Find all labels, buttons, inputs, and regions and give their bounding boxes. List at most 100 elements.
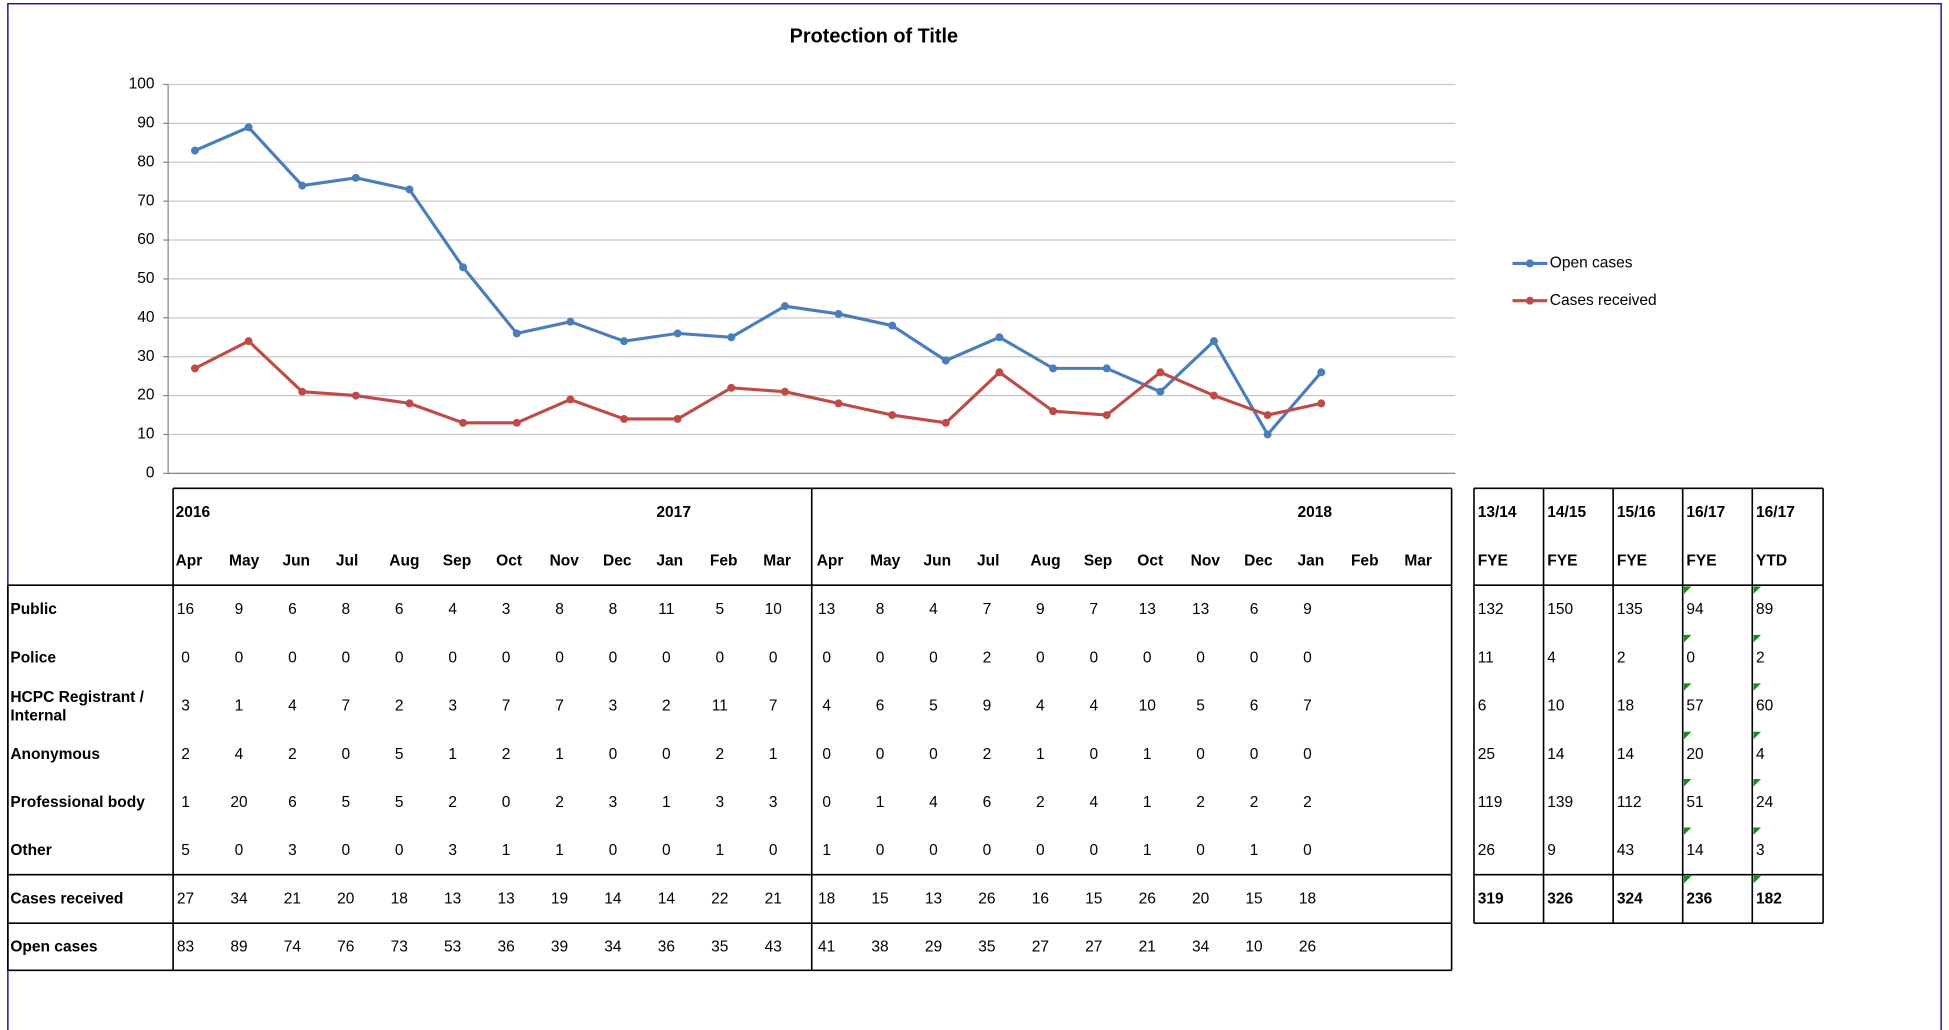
summary-cell: 14 [1686, 842, 1704, 859]
month-label: May [229, 553, 260, 570]
cell: 4 [1089, 698, 1098, 715]
summary-total: 182 [1756, 891, 1782, 908]
comment-flag [1683, 731, 1692, 740]
month-label: Sep [1084, 553, 1112, 570]
series-line [194, 339, 1322, 425]
cell: 39 [551, 939, 568, 956]
series-line [194, 125, 1323, 438]
comment-flag [1753, 731, 1761, 740]
row-label: Public [10, 601, 57, 618]
row-label: Other [10, 842, 51, 859]
cell: 11 [658, 601, 674, 618]
cell: 7 [502, 698, 511, 715]
cell: 5 [715, 601, 724, 618]
cell: 13 [1192, 601, 1209, 618]
y-tick-label: 10 [137, 426, 155, 443]
cell: 0 [876, 649, 885, 666]
point [673, 414, 682, 423]
point [459, 263, 468, 272]
cell: 1 [235, 698, 244, 715]
summary-header: 16/17 [1686, 504, 1725, 521]
point [1317, 399, 1326, 408]
cell: 1 [181, 794, 190, 811]
comment-flag [1683, 779, 1692, 787]
month-label: Dec [1244, 553, 1273, 570]
cell: 27 [1032, 939, 1049, 956]
cell: 2 [715, 746, 724, 763]
point [727, 383, 736, 392]
cell: 3 [769, 794, 778, 811]
summary-cell: 25 [1478, 746, 1495, 763]
point [459, 418, 468, 427]
summary-cell: 9 [1547, 842, 1556, 859]
summary-cell: 89 [1756, 601, 1773, 618]
cell: 6 [395, 601, 404, 618]
cell: 2 [662, 698, 671, 715]
cell: 15 [1245, 891, 1262, 908]
cell: 0 [395, 842, 404, 859]
cell: 20 [337, 891, 355, 908]
cell: 1 [1250, 842, 1259, 859]
cell: 0 [662, 746, 671, 763]
cell: 13 [497, 891, 514, 908]
cell: 34 [1192, 939, 1210, 956]
cell: 8 [341, 601, 350, 618]
summary-cell: 0 [1686, 649, 1695, 666]
point [620, 337, 628, 346]
summary-cell: 2 [1617, 649, 1626, 666]
cell: 1 [555, 746, 564, 763]
summary-header: FYE [1547, 553, 1577, 570]
cell: 0 [1089, 842, 1098, 859]
month-label: Jun [282, 553, 310, 570]
cell: 0 [235, 649, 244, 666]
cell: 0 [395, 649, 404, 666]
cell: 1 [715, 842, 724, 859]
year-label: 2016 [176, 504, 211, 521]
cell: 2 [181, 746, 190, 763]
month-label: Jul [336, 553, 358, 570]
cell: 10 [1245, 939, 1263, 956]
point [512, 329, 521, 338]
cell: 3 [609, 698, 618, 715]
cell: 0 [609, 649, 618, 666]
summary-cell: 3 [1756, 842, 1765, 859]
row-label: Professional body [10, 794, 145, 811]
summary-header: 14/15 [1547, 504, 1586, 521]
cell: 5 [181, 842, 190, 859]
point [1102, 364, 1111, 373]
summary-cell: 26 [1478, 842, 1495, 859]
month-label: Nov [1191, 553, 1221, 570]
cell: 0 [929, 649, 938, 666]
cell: 21 [284, 891, 301, 908]
point [941, 356, 950, 365]
row-label: HCPC Registrant / Internal [10, 689, 144, 725]
y-tick-label: 80 [137, 153, 155, 170]
point [1210, 391, 1218, 400]
point [405, 399, 414, 408]
month-label: May [870, 553, 901, 570]
cell: 2 [983, 746, 992, 763]
cell: 0 [983, 842, 992, 859]
cell: 18 [818, 891, 835, 908]
cell: 34 [230, 891, 248, 908]
cell: 4 [235, 746, 244, 763]
month-label: Jul [977, 553, 999, 570]
cell: 41 [818, 939, 835, 956]
cell: 9 [983, 698, 992, 715]
summary-cell: 132 [1478, 601, 1504, 618]
comment-flag [1753, 779, 1761, 787]
summary-total: 319 [1478, 891, 1504, 908]
cell: 22 [711, 891, 728, 908]
cell: 2 [983, 649, 992, 666]
cell: 26 [1299, 939, 1316, 956]
point [351, 391, 360, 400]
summary-cell: 10 [1547, 698, 1565, 715]
cell: 0 [662, 649, 671, 666]
cell: 4 [1036, 698, 1045, 715]
summary-cell: 20 [1686, 746, 1704, 763]
cell: 10 [1139, 698, 1157, 715]
cell: 27 [1085, 939, 1102, 956]
chart-title: Protection of Title [790, 26, 958, 48]
legend-marker [1525, 259, 1534, 268]
